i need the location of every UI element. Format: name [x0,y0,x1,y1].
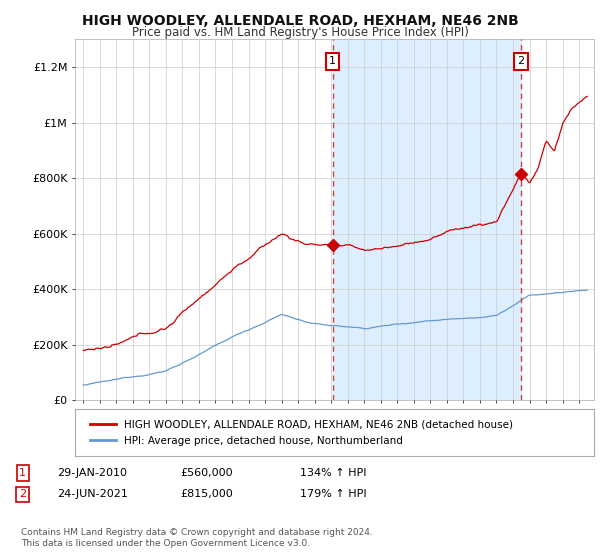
Text: Contains HM Land Registry data © Crown copyright and database right 2024.
This d: Contains HM Land Registry data © Crown c… [21,528,373,548]
Text: 2: 2 [517,57,524,67]
Text: 1: 1 [19,468,26,478]
Legend: HIGH WOODLEY, ALLENDALE ROAD, HEXHAM, NE46 2NB (detached house), HPI: Average pr: HIGH WOODLEY, ALLENDALE ROAD, HEXHAM, NE… [85,416,517,450]
Text: 29-JAN-2010: 29-JAN-2010 [57,468,127,478]
Text: £815,000: £815,000 [180,489,233,500]
Text: 179% ↑ HPI: 179% ↑ HPI [300,489,367,500]
Text: 24-JUN-2021: 24-JUN-2021 [57,489,128,500]
Text: £560,000: £560,000 [180,468,233,478]
Text: Price paid vs. HM Land Registry's House Price Index (HPI): Price paid vs. HM Land Registry's House … [131,26,469,39]
Text: 2: 2 [19,489,26,500]
Text: HIGH WOODLEY, ALLENDALE ROAD, HEXHAM, NE46 2NB: HIGH WOODLEY, ALLENDALE ROAD, HEXHAM, NE… [82,14,518,28]
Text: 134% ↑ HPI: 134% ↑ HPI [300,468,367,478]
Bar [332,39,521,400]
Text: 1: 1 [329,57,336,67]
